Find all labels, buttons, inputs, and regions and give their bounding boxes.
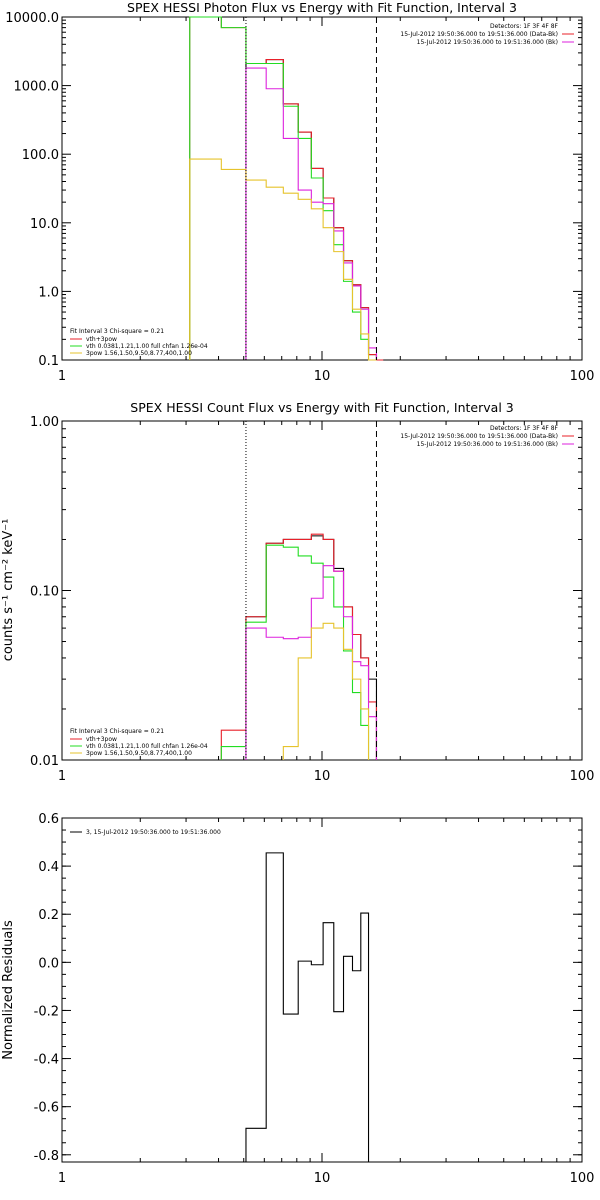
legend-data-bk: 15-Jul-2012 19:50:36.000 to 19:51:36.000…: [400, 31, 558, 38]
x-tick-label: 1: [58, 1171, 66, 1186]
photon-flux-axes-frame: [61, 16, 583, 361]
x-tick-label: 1: [58, 769, 66, 784]
photon-flux-legend-bottom-left: Fit Interval 3 Chi-square = 0.21 vth+3po…: [70, 328, 208, 357]
legend-vth3pow: vth+3pow: [86, 336, 117, 343]
legend-vth: vth 0.0381,1.21,1.00 full chfan 1.26e-04: [86, 343, 208, 350]
x-tick-label: 10: [314, 1171, 331, 1186]
photon-flux-legend-top-right: Detectors: 1F 3F 4F 8F 15-Jul-2012 19:50…: [400, 23, 574, 46]
x-tick-label: 100: [570, 769, 595, 784]
x-tick-label: 10: [314, 369, 331, 384]
residuals-y-ticks: -0.8 -0.6 -0.4 -0.2 0.0 0.2 0.4 0.6: [34, 812, 582, 1164]
legend-detectors: Detectors: 1F 3F 4F 8F: [490, 425, 559, 432]
count-flux-y-ticks: 0.01 0.10 1.00: [30, 415, 582, 769]
photon-flux-series: [189, 16, 384, 361]
y-tick-label: -0.8: [34, 1149, 59, 1164]
y-tick-label: 0.1: [38, 354, 59, 369]
legend-3pow: 3pow 1.56,1.50,9.50,8.77,400,1.00: [86, 350, 192, 357]
x-tick-label: 1: [58, 369, 66, 384]
count-flux-y-axis-label: counts s⁻¹ cm⁻² keV⁻¹: [1, 519, 16, 662]
count-flux-panel: SPEX HESSI Count Flux vs Energy with Fit…: [1, 400, 594, 784]
photon-flux-panel: SPEX HESSI Photon Flux vs Energy with Fi…: [5, 0, 594, 384]
series-red-histogram: [189, 16, 384, 361]
series-green-histogram: [220, 544, 370, 760]
count-flux-title: SPEX HESSI Count Flux vs Energy with Fit…: [130, 400, 513, 415]
y-tick-label: -0.4: [34, 1053, 59, 1068]
y-tick-label: 0.6: [38, 812, 59, 827]
y-tick-label: 0.4: [38, 860, 59, 875]
y-tick-label: 10000.0: [5, 11, 59, 26]
x-tick-label: 10: [314, 769, 331, 784]
y-tick-label: 1000.0: [14, 80, 60, 95]
series-yellow-histogram: [282, 622, 370, 760]
legend-fit-interval: Fit Interval 3 Chi-square = 0.21: [70, 328, 164, 335]
legend-vth: vth 0.0381,1.21,1.00 full chfan 1.26e-04: [86, 743, 208, 750]
photon-flux-reference-lines: [245, 17, 377, 360]
y-tick-label: 0.01: [30, 754, 59, 769]
y-tick-label: 1.00: [30, 415, 59, 430]
series-yellow-histogram: [189, 158, 377, 361]
legend-fit-interval: Fit Interval 3 Chi-square = 0.21: [70, 728, 164, 735]
residuals-axes-frame: [61, 817, 583, 1163]
series-green-histogram: [189, 16, 377, 361]
x-tick-label: 100: [570, 1171, 595, 1186]
residuals-x-ticks: 1 10 100: [58, 818, 595, 1186]
count-flux-reference-lines: [245, 421, 377, 760]
y-tick-label: 0.10: [30, 585, 59, 600]
legend-bk: 15-Jul-2012 19:50:36.000 to 19:51:36.000…: [417, 441, 558, 448]
legend-3pow: 3pow 1.56,1.50,9.50,8.77,400,1.00: [86, 750, 192, 757]
y-tick-label: 1.0: [38, 285, 59, 300]
y-tick-label: 100.0: [22, 148, 59, 163]
legend-vth3pow: vth+3pow: [86, 736, 117, 743]
residuals-y-axis-label: Normalized Residuals: [1, 920, 16, 1060]
count-flux-axes-frame: [61, 420, 583, 761]
residuals-panel: Normalized Residuals -0.8 -0.6 -0.4 -0.2 0.0…: [1, 812, 594, 1186]
legend-detectors: Detectors: 1F 3F 4F 8F: [490, 23, 559, 30]
series-magenta-histogram: [245, 67, 378, 360]
count-flux-legend-bottom-left: Fit Interval 3 Chi-square = 0.21 vth+3po…: [70, 728, 208, 757]
y-tick-label: 0.2: [38, 908, 59, 923]
count-flux-x-ticks: 1 10 100: [58, 421, 595, 784]
series-black-histogram: [245, 852, 377, 1163]
y-tick-label: -0.6: [34, 1101, 59, 1116]
y-tick-label: 10.0: [30, 217, 59, 232]
y-tick-label: -0.2: [34, 1004, 59, 1019]
residuals-series: [245, 852, 377, 1163]
count-flux-legend-top-right: Detectors: 1F 3F 4F 8F 15-Jul-2012 19:50…: [400, 425, 574, 448]
count-flux-series: [220, 533, 378, 760]
photon-flux-x-ticks: 1 10 100: [58, 17, 595, 384]
x-tick-label: 100: [570, 369, 595, 384]
series-red-histogram: [220, 533, 378, 760]
residuals-legend: 3, 15-Jul-2012 19:50:36.000 to 19:51:36.…: [70, 829, 221, 836]
photon-flux-y-ticks: 0.1 1.0 10.0 100.0 1000.0 10000.0: [5, 11, 582, 369]
legend-data-bk: 15-Jul-2012 19:50:36.000 to 19:51:36.000…: [400, 433, 558, 440]
photon-flux-title: SPEX HESSI Photon Flux vs Energy with Fi…: [127, 0, 517, 15]
series-black-histogram: [245, 58, 378, 360]
legend-residuals-label: 3, 15-Jul-2012 19:50:36.000 to 19:51:36.…: [86, 829, 221, 836]
series-magenta-histogram: [245, 565, 378, 760]
y-tick-label: 0.0: [38, 956, 59, 971]
legend-bk: 15-Jul-2012 19:50:36.000 to 19:51:36.000…: [417, 39, 558, 46]
